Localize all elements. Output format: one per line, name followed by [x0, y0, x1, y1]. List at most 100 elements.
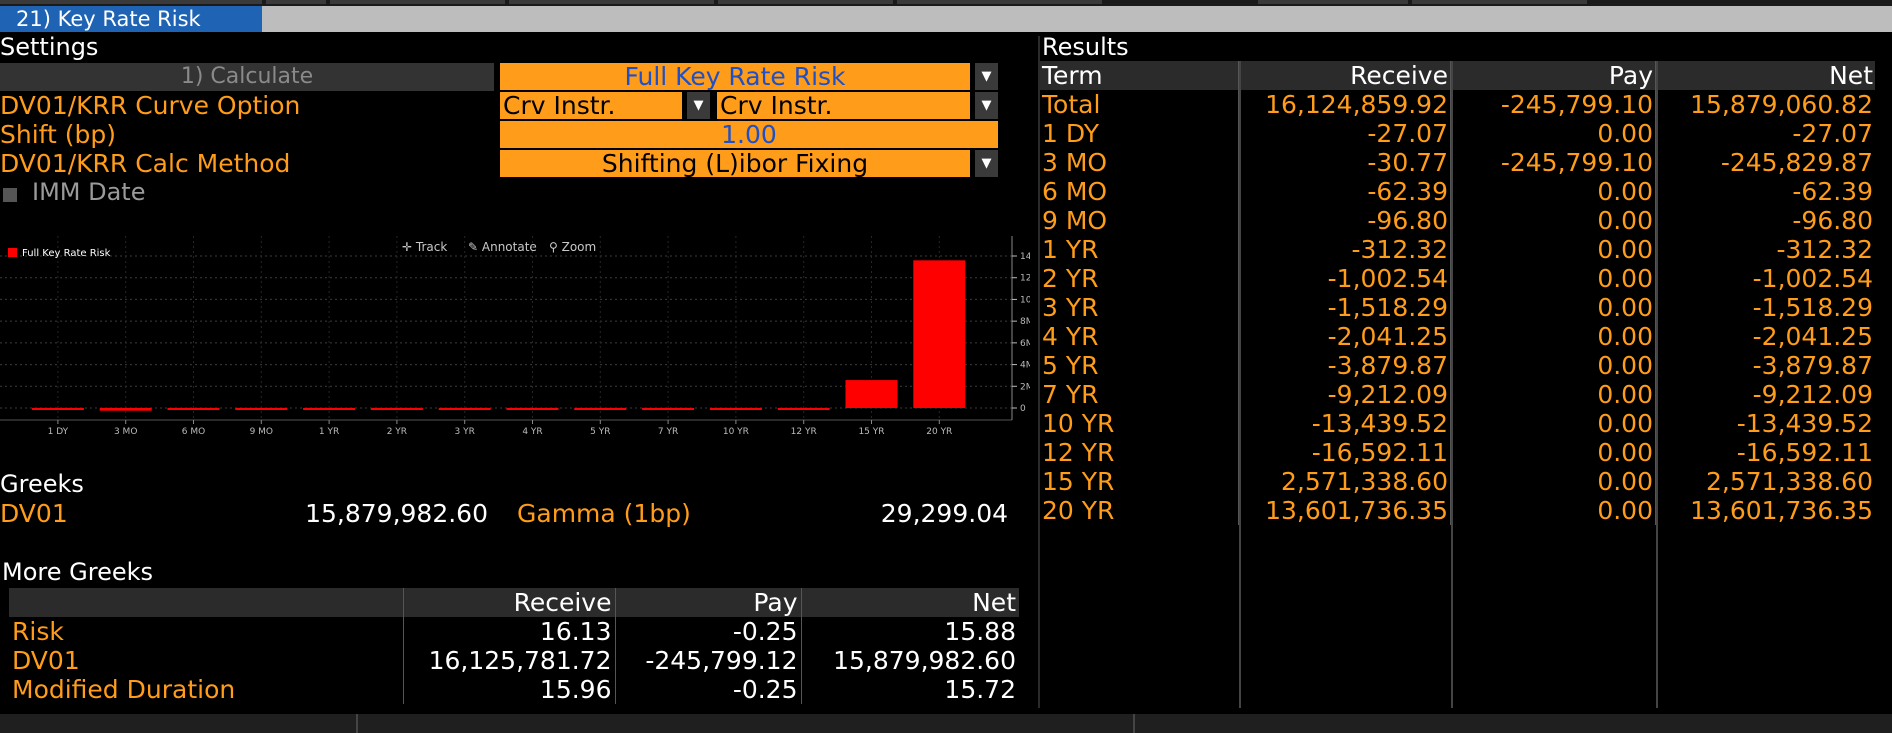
more-greeks-col-net[interactable]: Net — [800, 588, 1019, 617]
results-row[interactable]: 12 YR -16,592.11 0.00 -16,592.11 — [1040, 438, 1875, 467]
more-greeks-col-pay[interactable]: Pay — [614, 588, 801, 617]
bar-15-yr[interactable] — [845, 380, 898, 408]
title-bar — [0, 6, 1892, 32]
y-tick-label: 12M — [1020, 274, 1030, 284]
x-tick-label: 6 MO — [182, 427, 205, 437]
calc-method-select[interactable]: Shifting (L)ibor Fixing — [500, 150, 970, 177]
results-row[interactable]: 9 MO -96.80 0.00 -96.80 — [1040, 206, 1875, 235]
results-header: Results — [1042, 33, 1129, 61]
top-strip — [0, 0, 1892, 6]
more-greeks-pay-cell: -245,799.12 — [614, 646, 801, 675]
results-row[interactable]: 7 YR -9,212.09 0.00 -9,212.09 — [1040, 380, 1875, 409]
tab-strip-6[interactable] — [897, 0, 1102, 4]
results-receive-cell: -13,439.52 — [1238, 409, 1451, 438]
bar-2-yr[interactable] — [370, 408, 423, 410]
bar-1-dy[interactable] — [31, 408, 84, 410]
mode-dropdown-arrow-icon[interactable]: ▼ — [975, 63, 998, 90]
results-net-cell: -96.80 — [1655, 206, 1875, 235]
legend-swatch — [8, 248, 17, 257]
results-col-receive[interactable]: Receive — [1238, 61, 1451, 90]
y-tick-label: 6M — [1020, 339, 1030, 349]
y-tick-label: 14M — [1020, 252, 1030, 262]
results-col-net[interactable]: Net — [1655, 61, 1875, 90]
results-table: Term Receive Pay Net Total 16,124,859.92-… — [1040, 61, 1875, 525]
shift-input[interactable]: 1.00 — [500, 121, 998, 148]
results-net-cell: -3,879.87 — [1655, 351, 1875, 380]
results-row[interactable]: 1 DY -27.07 0.00 -27.07 — [1040, 119, 1875, 148]
calculate-button[interactable]: 1) Calculate — [0, 63, 494, 91]
results-term-cell: 4 YR — [1042, 322, 1099, 351]
chart-track-button[interactable]: ✛ Track — [402, 240, 448, 254]
results-row[interactable]: 20 YR 13,601,736.35 0.00 13,601,736.35 — [1040, 496, 1875, 525]
bar-12-yr[interactable] — [777, 408, 830, 410]
results-row[interactable]: 4 YR -2,041.25 0.00 -2,041.25 — [1040, 322, 1875, 351]
x-tick-label: 9 MO — [250, 427, 273, 437]
bar-5-yr[interactable] — [574, 408, 627, 410]
more-greeks-row[interactable]: Risk 16.13 -0.25 15.88 — [9, 617, 1019, 646]
bar-4-yr[interactable] — [506, 408, 559, 410]
more-greeks-row[interactable]: Modified Duration 15.96 -0.25 15.72 — [9, 675, 1019, 704]
tab-strip-8[interactable] — [1412, 0, 1587, 4]
chart-annotate-button[interactable]: ✎ Annotate — [468, 240, 537, 254]
results-receive-cell: -312.32 — [1238, 235, 1451, 264]
more-greeks-net-cell: 15.88 — [800, 617, 1019, 646]
bar-1-yr[interactable] — [303, 408, 356, 410]
x-axis: 1 DY 3 MO 6 MO 9 MO 1 YR 2 YR 3 YR 4 YR 5 YR 7 YR… — [48, 420, 952, 437]
bar-3-yr[interactable] — [438, 408, 491, 410]
results-row[interactable]: 10 YR -13,439.52 0.00 -13,439.52 — [1040, 409, 1875, 438]
results-col-divider-2 — [1451, 61, 1453, 708]
results-term-cell: 12 YR — [1042, 438, 1115, 467]
tab-strip-5[interactable] — [718, 0, 893, 4]
results-receive-cell: -3,879.87 — [1238, 351, 1451, 380]
results-receive-cell: -2,041.25 — [1238, 322, 1451, 351]
tab-strip-3[interactable] — [330, 0, 505, 4]
results-row[interactable]: 5 YR -3,879.87 0.00 -3,879.87 — [1040, 351, 1875, 380]
imm-date-checkbox[interactable] — [3, 188, 17, 202]
curve-option-label: DV01/KRR Curve Option — [0, 91, 301, 120]
curve-option-2-dropdown-arrow-icon[interactable]: ▼ — [975, 92, 998, 119]
more-greeks-row[interactable]: DV01 16,125,781.72 -245,799.12 15,879,982.6… — [9, 646, 1019, 675]
bar-20-yr[interactable] — [913, 260, 966, 408]
curve-option-select-1[interactable]: Crv Instr. — [500, 92, 682, 119]
results-row[interactable]: 1 YR -312.32 0.00 -312.32 — [1040, 235, 1875, 264]
results-pay-cell: -245,799.10 — [1450, 90, 1656, 119]
results-row[interactable]: 3 YR -1,518.29 0.00 -1,518.29 — [1040, 293, 1875, 322]
bar-3-mo[interactable] — [99, 408, 152, 411]
results-pay-cell: 0.00 — [1450, 322, 1656, 351]
results-row[interactable]: 15 YR 2,571,338.60 0.00 2,571,338.60 — [1040, 467, 1875, 496]
chart-zoom-button[interactable]: ⚲ Zoom — [549, 240, 597, 254]
results-row[interactable]: 2 YR -1,002.54 0.00 -1,002.54 — [1040, 264, 1875, 293]
more-greeks-row-label: DV01 — [12, 646, 80, 675]
bar-10-yr[interactable] — [709, 408, 762, 410]
results-row[interactable]: 3 MO -30.77 -245,799.10 -245,829.87 — [1040, 148, 1875, 177]
results-row[interactable]: Total 16,124,859.92 -245,799.10 15,879,060.… — [1040, 90, 1875, 119]
title-tab[interactable] — [0, 6, 262, 32]
tab-strip-2[interactable] — [266, 0, 326, 4]
results-net-cell: 13,601,736.35 — [1655, 496, 1875, 525]
results-receive-cell: -27.07 — [1238, 119, 1451, 148]
results-receive-cell: -16,592.11 — [1238, 438, 1451, 467]
key-rate-risk-chart: Full Key Rate Risk 1 DY 3 MO 6 MO 9 MO 1 YR 2… — [0, 236, 1030, 437]
calc-method-dropdown-arrow-icon[interactable]: ▼ — [975, 150, 998, 177]
more-greeks-col-receive[interactable]: Receive — [402, 588, 615, 617]
results-net-cell: -27.07 — [1655, 119, 1875, 148]
results-row[interactable]: 6 MO -62.39 0.00 -62.39 — [1040, 177, 1875, 206]
bar-9-mo[interactable] — [235, 408, 288, 410]
tab-strip-4[interactable] — [509, 0, 714, 4]
tab-strip-1[interactable] — [0, 0, 262, 4]
x-tick-label: 5 YR — [590, 427, 610, 437]
bar-7-yr[interactable] — [642, 408, 695, 410]
results-col-pay[interactable]: Pay — [1450, 61, 1656, 90]
curve-option-select-2[interactable]: Crv Instr. — [717, 92, 970, 119]
results-col-term[interactable]: Term — [1040, 61, 1239, 90]
bottom-bar-separator-1 — [356, 714, 358, 733]
bottom-bar-separator-2 — [1133, 714, 1135, 733]
mode-select[interactable]: Full Key Rate Risk — [500, 63, 970, 90]
tab-strip-7[interactable] — [1258, 0, 1408, 4]
results-net-cell: -9,212.09 — [1655, 380, 1875, 409]
curve-option-1-dropdown-arrow-icon[interactable]: ▼ — [687, 92, 710, 119]
results-pay-cell: 0.00 — [1450, 351, 1656, 380]
y-tick-label: 8M — [1020, 317, 1030, 327]
bar-6-mo[interactable] — [167, 408, 220, 410]
x-tick-label: 12 YR — [791, 427, 817, 437]
